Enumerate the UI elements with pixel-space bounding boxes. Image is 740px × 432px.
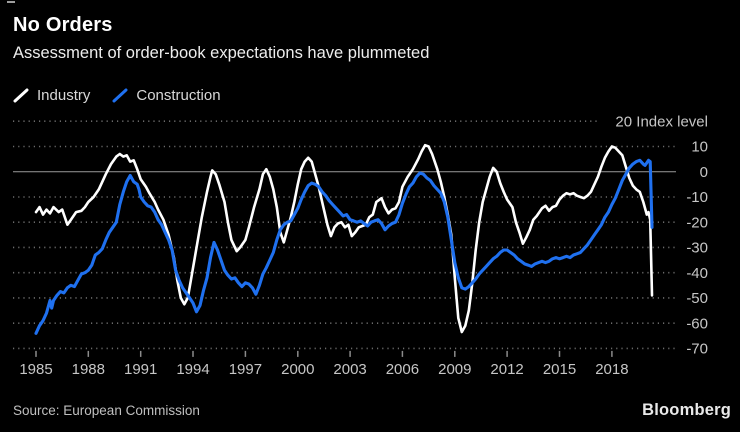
svg-text:2015: 2015	[543, 361, 576, 378]
svg-text:1991: 1991	[124, 361, 157, 378]
bloomberg-logo: Bloomberg	[642, 401, 731, 419]
series-line-construction	[34, 158, 654, 335]
legend-label-industry: Industry	[37, 87, 91, 104]
chart-canvas: 20 Index level 10 0 -10 -20 -30 -40 -50 -60 -70 19…	[13, 113, 708, 378]
svg-text:2012: 2012	[490, 361, 523, 378]
svg-text:10: 10	[691, 139, 708, 156]
x-axis: 1985 1988 1991 1994 1997 2000 2003 2006 2009 2012…	[19, 350, 629, 378]
svg-text:-70: -70	[686, 341, 708, 358]
chart-subtitle: Assessment of order-book expectations ha…	[13, 44, 430, 62]
svg-text:-20: -20	[686, 214, 708, 231]
y-gridlines: 20 Index level 10 0 -10 -20 -30 -40 -50 -60 -70	[13, 113, 708, 358]
svg-text:1997: 1997	[229, 361, 262, 378]
chart-plot-area: 20 Index level 10 0 -10 -20 -30 -40 -50 -60 -70 19…	[0, 110, 740, 395]
svg-text:2000: 2000	[281, 361, 314, 378]
svg-text:1994: 1994	[176, 361, 209, 378]
screen-edge-artifact	[7, 1, 15, 3]
chart-title: No Orders	[13, 14, 113, 36]
svg-text:1985: 1985	[19, 361, 52, 378]
legend-label-construction: Construction	[136, 87, 221, 104]
legend-item-construction: Construction	[112, 87, 221, 104]
svg-text:20 Index level: 20 Index level	[615, 113, 708, 130]
svg-text:1988: 1988	[72, 361, 105, 378]
svg-text:-50: -50	[686, 290, 708, 307]
svg-text:-30: -30	[686, 240, 708, 257]
chart-legend: Industry Construction	[13, 87, 221, 104]
svg-text:0: 0	[700, 164, 708, 181]
svg-text:-10: -10	[686, 189, 708, 206]
svg-text:2009: 2009	[438, 361, 471, 378]
series-line-industry	[34, 143, 654, 334]
svg-text:2018: 2018	[595, 361, 628, 378]
construction-line-swatch-icon	[112, 88, 128, 103]
industry-line-swatch-icon	[13, 88, 29, 103]
svg-text:-60: -60	[686, 315, 708, 332]
legend-item-industry: Industry	[13, 87, 90, 104]
svg-text:2006: 2006	[386, 361, 419, 378]
source-note: Source: European Commission	[13, 403, 200, 418]
svg-text:-40: -40	[686, 265, 708, 282]
chart-header: No Orders Assessment of order-book expec…	[13, 14, 429, 63]
svg-text:2003: 2003	[333, 361, 366, 378]
